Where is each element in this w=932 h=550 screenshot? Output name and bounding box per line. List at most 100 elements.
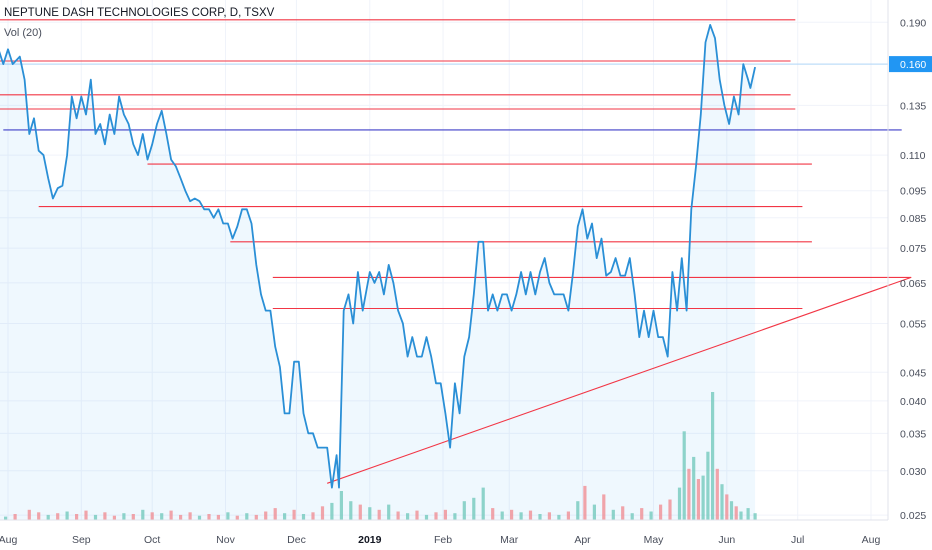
volume-bar [283, 513, 287, 520]
x-tick-label: Aug [862, 534, 881, 546]
volume-bar [443, 509, 447, 520]
volume-bar [682, 431, 686, 520]
x-tick-label: Jun [718, 534, 735, 546]
volume-bar [510, 509, 514, 520]
volume-bar [696, 479, 700, 520]
y-tick-label: 0.055 [900, 319, 926, 331]
volume-bar [330, 502, 334, 520]
volume-bar [197, 515, 202, 520]
price-area-fill [0, 24, 756, 520]
price-line [0, 24, 756, 489]
volume-bar [706, 451, 710, 520]
volume-bar [692, 456, 696, 520]
volume-bar [677, 487, 682, 520]
y-tick-label: 0.135 [900, 100, 926, 112]
volume-bar [424, 514, 429, 520]
volume-bar [500, 511, 504, 520]
y-tick-label: 0.110 [900, 150, 926, 162]
volume-bar [37, 512, 41, 520]
y-tick-label: 0.085 [900, 213, 926, 225]
volume-bar [602, 494, 606, 520]
volume-bar [150, 512, 154, 520]
volume-bar [169, 510, 173, 520]
volume-bar [292, 509, 296, 520]
x-tick-label: Feb [434, 534, 452, 546]
volume-bar [491, 508, 495, 520]
volume-bar [387, 504, 391, 520]
volume-bar [254, 514, 258, 520]
volume-bar [46, 514, 50, 520]
volume-bar [179, 514, 183, 520]
y-tick-label: 0.065 [900, 278, 926, 290]
volume-bar [583, 485, 587, 520]
volume-bar [406, 513, 410, 520]
y-tick-label: 0.030 [900, 466, 926, 478]
volume-bar [396, 511, 400, 520]
volume-bar [538, 514, 542, 520]
volume-bar [566, 511, 570, 520]
x-tick-label: Aug [0, 534, 17, 546]
volume-bar [729, 501, 734, 520]
volume-bar [358, 504, 362, 520]
volume-bar [339, 491, 343, 520]
volume-bar [753, 513, 757, 520]
volume-bar [453, 513, 457, 520]
horizontal-levels [0, 19, 912, 310]
volume-bar [131, 514, 135, 520]
volume-bar [4, 516, 8, 520]
volume-bar [725, 494, 729, 520]
x-tick-label: Mar [500, 534, 519, 546]
volume-bar [122, 513, 126, 520]
volume-bar [630, 513, 634, 520]
volume-bar [235, 515, 239, 520]
volume-bar [368, 507, 372, 520]
volume-bar [141, 509, 145, 520]
volume-bar [739, 511, 743, 520]
volume-bar [160, 513, 164, 520]
volume-bar [746, 508, 750, 520]
volume-bar [734, 506, 738, 520]
trendline-group [327, 276, 912, 484]
x-tick-label: 2019 [358, 534, 382, 546]
volume-bar [481, 487, 485, 520]
y-tick-label: 0.040 [900, 396, 926, 408]
price-area [0, 24, 756, 520]
x-tick-label: Sep [72, 534, 91, 546]
volume-bar [226, 512, 230, 520]
volume-bar [592, 504, 596, 520]
current-price-badge [889, 56, 932, 73]
volume-bar [75, 514, 79, 520]
volume-bar [65, 511, 69, 520]
volume-bar [188, 512, 192, 520]
volume-bar [434, 512, 438, 520]
volume-bar [547, 512, 551, 520]
x-tick-label: Dec [287, 534, 306, 546]
x-tick-label: Apr [574, 534, 591, 546]
volume-bar [472, 497, 476, 520]
volume-bar [301, 514, 306, 520]
current-price-label: 0.160 [900, 59, 926, 71]
volume-bar [84, 510, 88, 520]
x-tick-label: Oct [144, 534, 160, 546]
y-tick-label: 0.035 [900, 428, 926, 440]
x-tick-label: Nov [216, 534, 235, 546]
volume-bar [576, 501, 580, 520]
volume-bar [701, 475, 705, 520]
volume-bar [13, 514, 17, 520]
volume-indicator-label: Vol (20) [4, 27, 42, 39]
volume-bar [659, 504, 663, 520]
volume-bar [245, 513, 249, 520]
x-tick-label: May [644, 534, 665, 546]
volume-bar [93, 514, 98, 520]
price-line-group [0, 24, 888, 489]
volume-bar [640, 508, 644, 520]
volume-bar [557, 514, 561, 520]
volume-bar [687, 468, 691, 520]
x-tick-label: Jul [791, 534, 804, 546]
y-tick-label: 0.190 [900, 17, 926, 29]
volume-bar [273, 508, 277, 520]
volume-bar [668, 499, 672, 520]
volume-bar [519, 512, 523, 520]
volume-bars [4, 392, 757, 520]
